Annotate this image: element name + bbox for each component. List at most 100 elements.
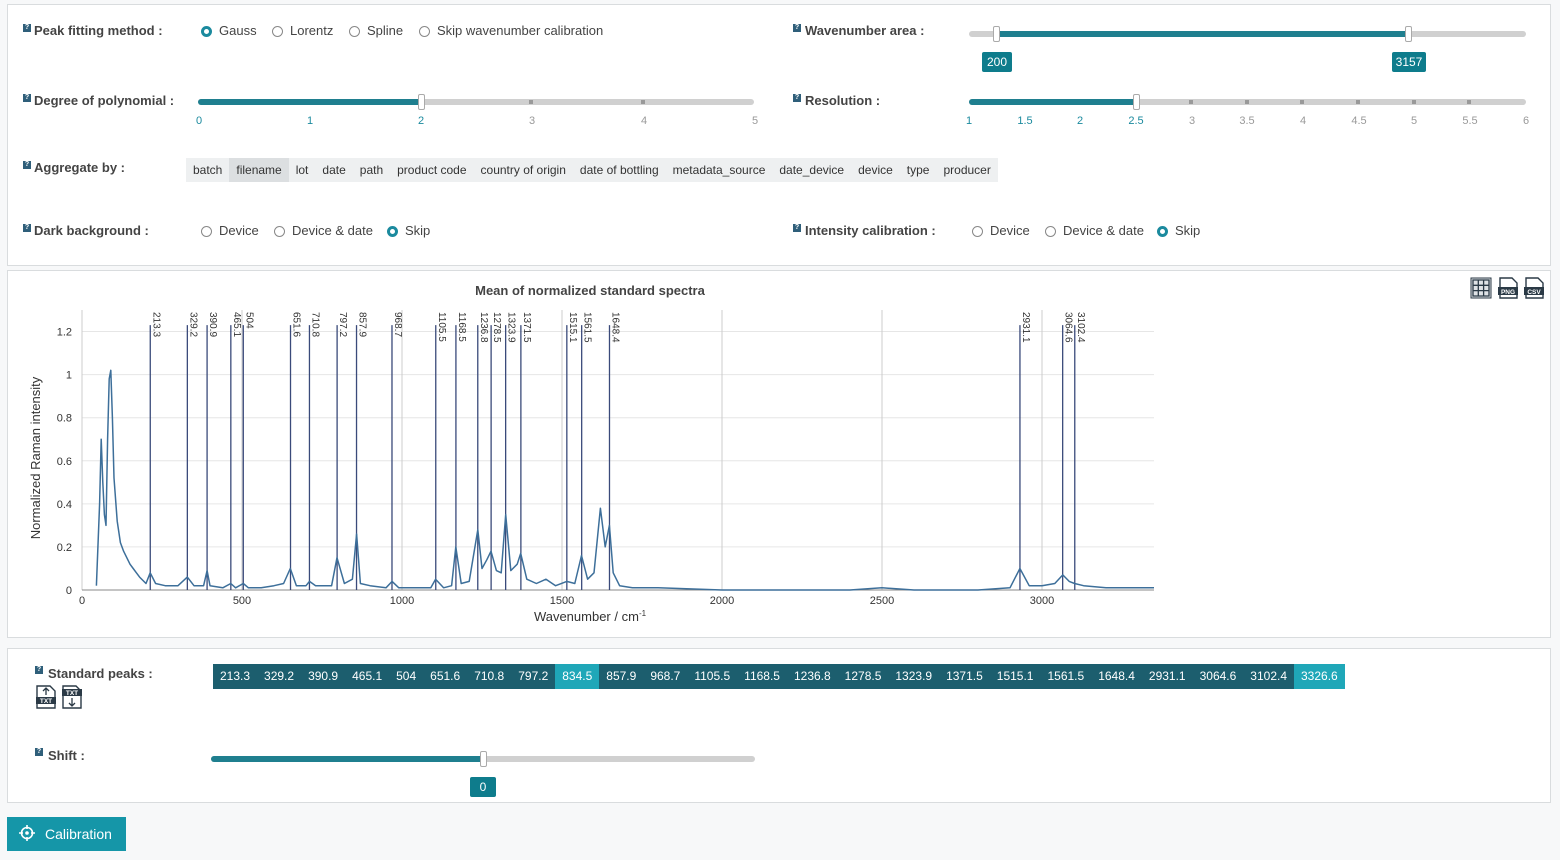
wavenumber-max-handle[interactable]: [1405, 26, 1412, 42]
aggregate-option[interactable]: batch: [193, 163, 223, 177]
resolution-tick-label: 2: [1076, 115, 1084, 127]
peak-chip[interactable]: 1515.1: [989, 664, 1041, 689]
peak-chip[interactable]: 1648.4: [1091, 664, 1142, 689]
help-icon[interactable]: ?: [793, 224, 801, 232]
x-tick-label: 3000: [1030, 595, 1054, 607]
standard-peaks-list: 213.3 329.2 390.9 465.1 504 651.6 710.8 …: [213, 664, 1345, 689]
peak-label: 1323.9: [506, 312, 517, 343]
aggregate-option[interactable]: device: [858, 163, 893, 177]
peak-lines: 213.3 329.2 390.9 465.1 504 651.6 710.8 797.2 85…: [149, 312, 1086, 590]
help-icon[interactable]: ?: [23, 24, 31, 32]
help-icon[interactable]: ?: [23, 224, 31, 232]
shift-slider-handle[interactable]: [480, 751, 487, 767]
grid-icon[interactable]: [1470, 277, 1492, 299]
peak-chip[interactable]: 504: [389, 664, 424, 689]
resolution-slider-handle[interactable]: [1133, 94, 1140, 110]
peak-chip[interactable]: 3064.6: [1192, 664, 1244, 689]
peak-chip[interactable]: 3102.4: [1243, 664, 1294, 689]
aggregate-option[interactable]: path: [359, 163, 384, 177]
axis-ticks: 0 0.2 0.4 0.6 0.8 1 1.2 0 500 1000 1500 2000 2500 300…: [57, 327, 1154, 607]
aggregate-option[interactable]: date of bottling: [579, 163, 659, 177]
peak-chip[interactable]: 329.2: [257, 664, 302, 689]
peak-chip[interactable]: 390.9: [301, 664, 346, 689]
y-tick-label: 0.8: [57, 413, 72, 425]
radio-dot[interactable]: [419, 26, 430, 37]
csv-download-icon[interactable]: CSV: [1523, 277, 1545, 299]
radio-label: Skip: [405, 223, 431, 238]
radio-label: Device & date: [292, 223, 373, 238]
spectrum-chart[interactable]: Mean of normalized standard spectra Norm…: [8, 278, 1168, 628]
calibration-button[interactable]: Calibration: [7, 817, 126, 851]
radio-dot[interactable]: [387, 226, 398, 237]
resolution-tick-label: 4: [1299, 115, 1307, 127]
aggregate-label: Aggregate by :: [34, 160, 126, 175]
wavenumber-min-handle[interactable]: [993, 26, 1000, 42]
peak-label: 2931.1: [1020, 312, 1031, 343]
help-icon[interactable]: ?: [35, 748, 43, 756]
degree-slider-handle[interactable]: [418, 94, 425, 110]
resolution-tick-label: 6: [1522, 115, 1530, 127]
shift-slider-fill: [211, 756, 483, 762]
resolution-tick-label: 4.5: [1351, 115, 1367, 127]
radio-dot[interactable]: [349, 26, 360, 37]
peak-label: 1561.5: [582, 312, 593, 343]
txt-download-icon[interactable]: TXT: [60, 685, 84, 709]
radio-dot[interactable]: [201, 26, 212, 37]
radio-label: Lorentz: [290, 23, 334, 38]
help-icon[interactable]: ?: [23, 94, 31, 102]
spectrum-line[interactable]: [95, 369, 1154, 591]
peak-chip[interactable]: 465.1: [345, 664, 390, 689]
radio-dot[interactable]: [1157, 226, 1168, 237]
peak-chip[interactable]: 2931.1: [1141, 664, 1193, 689]
tick-mark: [1356, 100, 1360, 104]
peak-chip[interactable]: 1168.5: [737, 664, 787, 689]
help-icon[interactable]: ?: [793, 94, 801, 102]
peak-label: 1515.1: [567, 312, 578, 343]
aggregate-option[interactable]: lot: [295, 163, 309, 177]
radio-dot[interactable]: [274, 226, 285, 237]
radio-dot[interactable]: [201, 226, 212, 237]
peak-chip[interactable]: 1561.5: [1040, 664, 1092, 689]
aggregate-option-selected[interactable]: filename: [229, 158, 289, 182]
aggregate-option[interactable]: metadata_source: [672, 163, 766, 177]
peak-chip[interactable]: 213.3: [213, 664, 258, 689]
peak-chip[interactable]: 710.8: [467, 664, 512, 689]
aggregate-option[interactable]: date_device: [779, 163, 845, 177]
help-icon[interactable]: ?: [793, 24, 801, 32]
peak-chip-highlighted[interactable]: 3326.6: [1294, 664, 1345, 689]
peak-chip[interactable]: 968.7: [643, 664, 688, 689]
help-icon[interactable]: ?: [23, 161, 31, 169]
txt-upload-icon[interactable]: TXT: [34, 685, 58, 709]
peak-chip[interactable]: 857.9: [599, 664, 644, 689]
tick-mark: [1189, 100, 1193, 104]
peak-chip[interactable]: 1371.5: [939, 664, 990, 689]
help-icon[interactable]: ?: [35, 666, 43, 674]
peak-chip[interactable]: 797.2: [511, 664, 556, 689]
peak-chip[interactable]: 1236.8: [786, 664, 838, 689]
aggregate-option[interactable]: date: [322, 163, 346, 177]
peak-label: 857.9: [357, 312, 368, 337]
peak-chip[interactable]: 1323.9: [888, 664, 940, 689]
peak-chip-highlighted[interactable]: 834.5: [555, 664, 600, 689]
radio-dot[interactable]: [972, 226, 983, 237]
aggregate-option[interactable]: producer: [943, 163, 991, 177]
peak-label: 3102.4: [1075, 312, 1086, 343]
peak-label: 213.3: [150, 312, 161, 337]
wavenumber-min-value: 200: [982, 52, 1012, 72]
radio-dot[interactable]: [272, 26, 283, 37]
peak-chip[interactable]: 651.6: [423, 664, 468, 689]
aggregate-option[interactable]: type: [906, 163, 930, 177]
aggregate-option[interactable]: product code: [397, 163, 467, 177]
shift-value: 0: [470, 777, 496, 797]
aggregate-option[interactable]: country of origin: [480, 163, 566, 177]
png-download-icon[interactable]: PNG: [1497, 277, 1519, 299]
x-tick-label: 0: [79, 595, 85, 607]
radio-dot[interactable]: [1045, 226, 1056, 237]
x-tick-label: 500: [233, 595, 251, 607]
peak-chip[interactable]: 1105.5: [687, 664, 738, 689]
peak-chip[interactable]: 1278.5: [837, 664, 889, 689]
peak-label: 504: [243, 312, 254, 329]
resolution-tick-label: 3: [1188, 115, 1196, 127]
radio-label: Skip wavenumber calibration: [437, 23, 604, 38]
resolution-tick-label: 1: [965, 115, 973, 127]
